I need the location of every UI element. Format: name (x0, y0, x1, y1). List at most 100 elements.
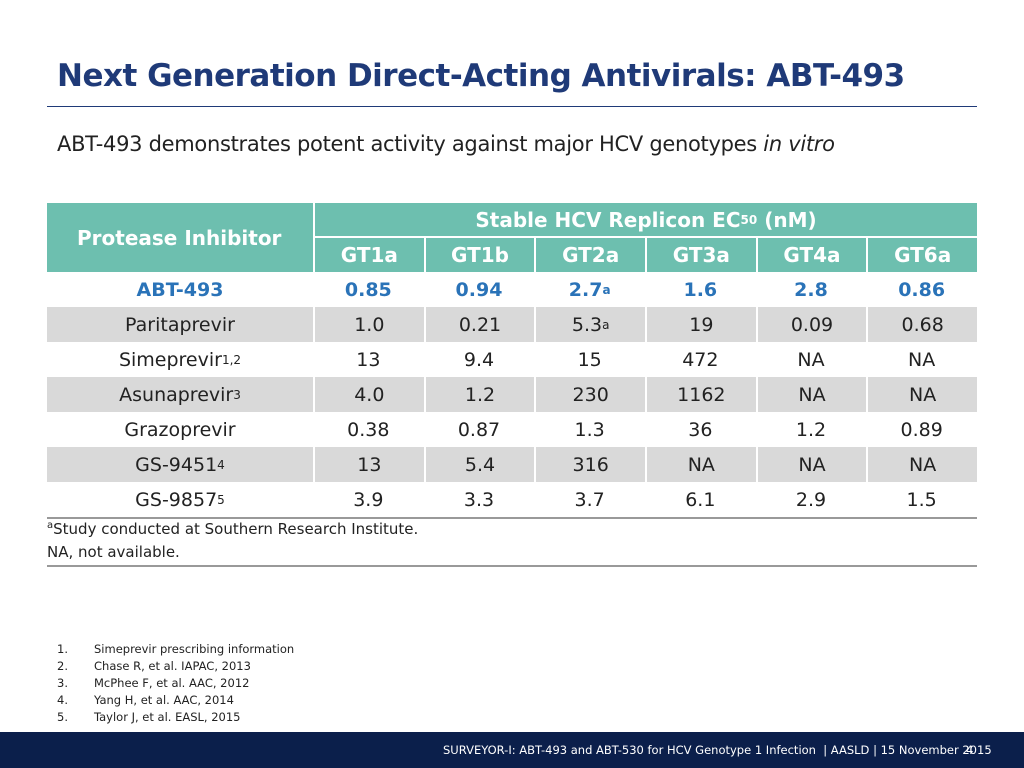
subtitle-text: ABT-493 demonstrates potent activity aga… (57, 132, 757, 156)
cell-text: 1.6 (683, 278, 718, 301)
cell-text: NA (909, 383, 937, 406)
table-rule (47, 517, 977, 519)
table-cell: 0.68 (866, 307, 977, 342)
table-cell: 316 (534, 447, 645, 482)
table-cell: 3.3 (423, 482, 535, 517)
cell-text: 0.86 (898, 278, 946, 301)
reference-number: 2. (57, 659, 68, 673)
cell-text: 9.4 (463, 348, 495, 371)
cell-text: 6.1 (685, 488, 716, 511)
table-cell: 5.3 a (534, 307, 645, 342)
table-cell: NA (866, 447, 977, 482)
column-header: GT2a (534, 238, 645, 272)
footer-text: SURVEYOR-I: ABT-493 and ABT-530 for HCV … (443, 743, 992, 757)
column-header: GT1a (313, 238, 424, 272)
table-cell: 472 (645, 342, 756, 377)
footnote-rule (47, 565, 977, 567)
table-cell: 15 (534, 342, 645, 377)
cell-text: 0.87 (457, 418, 501, 441)
table-cell: 230 (534, 377, 645, 412)
table-cell: 1162 (645, 377, 756, 412)
table-cell: 5.4 (423, 447, 535, 482)
cell-text: 472 (682, 348, 719, 371)
cell-text: 5.4 (464, 453, 496, 476)
group-header: Stable HCV Replicon EC 50 (nM) (313, 203, 977, 238)
cell-text: 36 (688, 418, 713, 441)
cell-text: NA (798, 383, 826, 406)
cell-text: 3.3 (463, 488, 495, 511)
group-header-suffix: (nM) (764, 207, 817, 232)
table-cell: NA (755, 447, 867, 482)
reference-text: Taylor J, et al. EASL, 2015 (94, 710, 241, 724)
cell-text: 0.21 (458, 313, 502, 336)
cell-text: 3.7 (574, 488, 605, 511)
table-cell: 3.9 (313, 482, 424, 517)
table-cell: 0.38 (313, 412, 424, 447)
reference-number: 4. (57, 693, 68, 707)
row-name: GS-9857 5 (47, 482, 313, 517)
row-name: Simeprevir 1,2 (47, 342, 313, 377)
footnote-text: Study conducted at Southern Research Ins… (53, 520, 419, 538)
title: Next Generation Direct-Acting Antivirals… (57, 58, 905, 94)
cell-text: 0.85 (344, 278, 392, 301)
reference-number: 1. (57, 642, 68, 656)
reference-number: 3. (57, 676, 68, 690)
reference-text: Simeprevir prescribing information (94, 642, 295, 656)
cell-text: 1.3 (574, 418, 605, 441)
row-name: GS-9451 4 (47, 447, 313, 482)
table-cell: 4.0 (313, 377, 424, 412)
cell-text: NA (687, 453, 715, 476)
title-rule (47, 106, 977, 107)
cell-text: 15 (577, 348, 602, 371)
table-cell: 0.09 (755, 307, 867, 342)
table-cell: 1.2 (755, 412, 867, 447)
row-name-text: Paritaprevir (125, 313, 235, 336)
cell-text: 5.3 (571, 313, 603, 336)
row-header-text: Protease Inhibitor (77, 225, 282, 250)
row-name: Grazoprevir (47, 412, 313, 447)
column-header: GT1b (423, 238, 535, 272)
row-name-text: ABT-493 (136, 278, 224, 301)
cell-text: 316 (572, 453, 609, 476)
column-header-text: GT6a (894, 243, 952, 267)
cell-text: 1.2 (795, 418, 827, 441)
column-header-text: GT4a (783, 243, 841, 267)
cell-text: 1162 (677, 383, 726, 406)
table-cell: 0.85 (313, 272, 424, 307)
cell-text: 2.8 (794, 278, 828, 301)
cell-text: 0.89 (900, 418, 943, 441)
table-cell: 13 (313, 342, 424, 377)
cell-text: 2.7 (568, 278, 603, 301)
row-header: Protease Inhibitor (47, 203, 313, 272)
table-cell: 1.6 (645, 272, 756, 307)
column-header: GT3a (645, 238, 756, 272)
table-cell: 1.0 (313, 307, 424, 342)
reference-text: Chase R, et al. IAPAC, 2013 (94, 659, 251, 673)
cell-text: 3.9 (353, 488, 384, 511)
table-cell: 19 (645, 307, 756, 342)
cell-text: NA (797, 348, 825, 371)
footnote-text: NA, not available. (47, 543, 180, 561)
row-name-text: GS-9451 (135, 453, 218, 476)
cell-text: NA (909, 453, 937, 476)
cell-text: 0.38 (347, 418, 390, 441)
group-header-subscript: 50 (740, 212, 758, 227)
footnote: aStudy conducted at Southern Research In… (47, 520, 418, 538)
table-cell: NA (866, 377, 977, 412)
table-cell: 1.2 (423, 377, 535, 412)
group-header-text: Stable HCV Replicon EC (475, 207, 741, 232)
table-cell: 2.9 (755, 482, 867, 517)
table-cell: 0.87 (423, 412, 535, 447)
cell-text: 0.09 (790, 313, 834, 336)
table-cell: 2.8 (755, 272, 867, 307)
column-header-text: GT1a (340, 243, 398, 267)
table-cell: 0.94 (423, 272, 535, 307)
table-cell: NA (645, 447, 756, 482)
reference-text: Yang H, et al. AAC, 2014 (94, 693, 234, 707)
cell-text: 230 (572, 383, 609, 406)
cell-text: 13 (356, 348, 381, 371)
column-header: GT4a (755, 238, 867, 272)
cell-text: 1.2 (464, 383, 496, 406)
cell-text: 1.5 (906, 488, 937, 511)
